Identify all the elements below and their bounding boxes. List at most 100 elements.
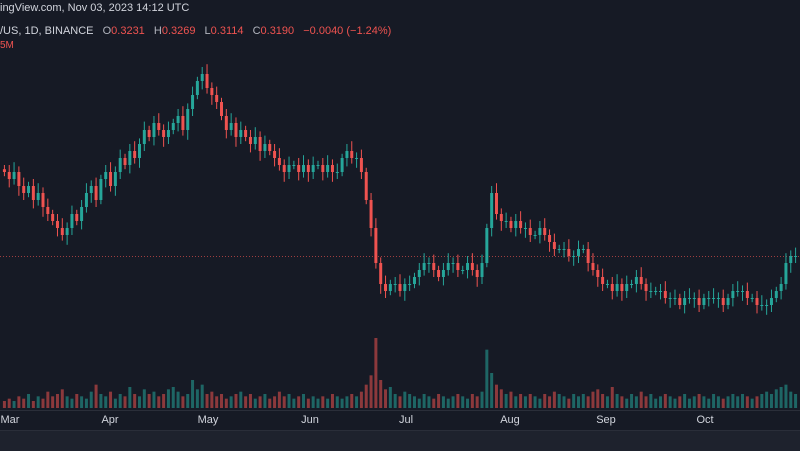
chart-header: ingView.com, Nov 03, 2023 14:12 UTC <box>0 0 800 16</box>
volume-bar <box>625 398 629 408</box>
volume-bar <box>673 398 677 408</box>
candle-body <box>712 298 716 299</box>
candle-body <box>31 186 35 200</box>
candle-body <box>760 305 764 306</box>
volume-bar <box>104 396 108 408</box>
candle-body <box>123 158 127 165</box>
candle-body <box>533 235 537 236</box>
candle-body <box>65 228 69 235</box>
candle-body <box>287 165 291 172</box>
volume-bar <box>601 394 605 408</box>
volume-bar <box>567 398 571 408</box>
candle-body <box>162 130 166 137</box>
volume-bar <box>504 394 508 408</box>
volume-bar <box>2 401 6 408</box>
candle-body <box>634 277 638 284</box>
volume-bar <box>200 384 204 408</box>
candle-body <box>490 193 494 228</box>
candle-body <box>461 270 465 271</box>
candle-body <box>741 291 745 292</box>
volume-bar <box>46 391 50 408</box>
candle-body <box>224 116 228 130</box>
volume-bar <box>147 394 151 408</box>
candle-body <box>620 284 624 291</box>
volume-bar <box>137 396 141 408</box>
candle-body <box>152 123 156 137</box>
close-value: 0.3190 <box>260 25 295 37</box>
volume-bar <box>639 391 643 408</box>
volume-bar <box>765 391 769 408</box>
volume-bar <box>519 394 523 408</box>
candle-body <box>557 249 561 250</box>
x-tick-label: Jul <box>398 414 414 426</box>
candle-body <box>2 169 6 172</box>
candle-body <box>60 228 64 235</box>
volume-bar <box>277 391 281 408</box>
candlestick-chart <box>0 64 800 408</box>
candle-body <box>692 298 696 299</box>
candle-body <box>678 298 682 305</box>
candle-body <box>282 165 286 172</box>
candle-body <box>649 291 653 292</box>
volume-bar <box>408 394 412 408</box>
candle-body <box>147 130 151 137</box>
candle-body <box>84 193 88 207</box>
chart-area[interactable] <box>0 0 800 430</box>
candle-body <box>27 186 31 193</box>
candle-body <box>499 214 503 221</box>
candle-body <box>456 263 460 270</box>
volume-bar <box>461 396 465 408</box>
candle-body <box>765 305 769 306</box>
volume-bar <box>248 394 252 408</box>
x-tick-label: Aug <box>500 414 520 426</box>
volume-bar <box>586 396 590 408</box>
volume-bar <box>490 373 494 408</box>
volume-bar <box>393 394 397 408</box>
candle-body <box>263 144 267 151</box>
volume-bar <box>210 391 214 408</box>
candle-body <box>605 284 609 285</box>
candle-body <box>374 228 378 263</box>
candle-body <box>41 193 45 207</box>
candle-body <box>659 291 663 292</box>
volume-bar <box>760 394 764 408</box>
candle-body <box>171 123 175 130</box>
candle-body <box>412 277 416 284</box>
volume-bar <box>186 394 190 408</box>
candle-body <box>726 298 730 305</box>
volume-bar <box>12 401 16 408</box>
candle-body <box>755 298 759 305</box>
candle-body <box>70 214 74 228</box>
candle-body <box>335 172 339 173</box>
candle-body <box>736 291 740 292</box>
volume-bar <box>412 396 416 408</box>
x-tick-label: Oct <box>696 414 714 426</box>
candle-body <box>470 263 474 270</box>
volume-bar <box>55 394 59 408</box>
candle-body <box>55 221 59 228</box>
volume-bar <box>726 396 730 408</box>
volume-bar <box>27 394 31 408</box>
volume-bar <box>779 387 783 408</box>
candle-body <box>186 109 190 130</box>
candle-body <box>384 284 388 291</box>
candle-body <box>340 158 344 172</box>
x-tick-label: May <box>197 414 219 426</box>
candle-body <box>779 284 783 291</box>
candle-body <box>104 172 108 179</box>
volume-bar <box>181 396 185 408</box>
volume-bar <box>470 394 474 408</box>
candle-body <box>330 165 334 172</box>
volume-bar <box>422 394 426 408</box>
candle-body <box>364 172 368 200</box>
candle-body <box>567 249 571 256</box>
volume-bar <box>239 391 243 408</box>
candle-body <box>610 284 614 291</box>
volume-bar <box>441 396 445 408</box>
time-axis[interactable]: Mar Apr May Jun Jul Aug Sep Oct <box>0 410 800 431</box>
candle-body <box>292 165 296 166</box>
candle-body <box>176 116 180 123</box>
volume-bar <box>446 398 450 408</box>
candle-body <box>408 284 412 285</box>
candle-body <box>630 284 634 285</box>
